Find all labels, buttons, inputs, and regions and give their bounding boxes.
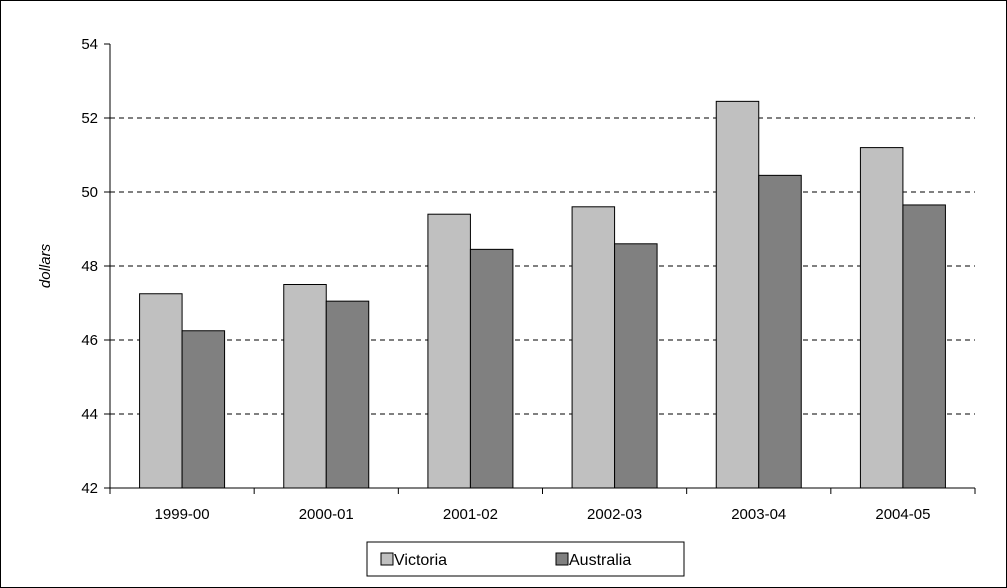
legend-label-victoria: Victoria — [394, 552, 447, 569]
bar-victoria-2000-01 — [283, 284, 327, 489]
y-tick-label: 48 — [81, 258, 98, 275]
y-tick-label: 44 — [81, 406, 98, 423]
bar-victoria-2003-04 — [715, 100, 760, 489]
legend-box — [366, 541, 685, 577]
legend-label-australia: Australia — [569, 552, 631, 569]
bar-victoria-1999-00 — [139, 293, 183, 489]
x-tick-label: 2000-01 — [299, 506, 354, 523]
bar-australia-2004-05 — [902, 204, 946, 489]
x-tick-label: 2004-05 — [875, 506, 930, 523]
bar-australia-2002-03 — [614, 243, 658, 489]
x-tick-labels: 1999-00 2000-01 2001-02 2002-03 2003-04 2004-… — [155, 506, 931, 523]
y-tick-label: 46 — [81, 332, 98, 349]
bar-australia-1999-00 — [181, 330, 226, 489]
bar-victoria-2002-03 — [571, 206, 616, 489]
grid-lines — [110, 117, 975, 415]
bar-victoria-2004-05 — [859, 147, 904, 489]
y-tick-label: 50 — [81, 184, 98, 201]
bar-victoria-2001-02 — [427, 213, 471, 489]
bar-australia-2000-01 — [325, 300, 370, 489]
axes — [104, 43, 976, 494]
y-tick-labels: 42 44 46 48 50 52 54 — [81, 36, 98, 497]
bar-australia-2001-02 — [469, 248, 514, 489]
legend: Victoria Australia — [366, 541, 685, 577]
y-tick-label: 52 — [81, 110, 98, 127]
legend-swatch-victoria — [380, 552, 394, 566]
bar-australia-2003-04 — [758, 174, 802, 489]
x-tick-label: 2001-02 — [443, 506, 498, 523]
x-tick-label: 1999-00 — [155, 506, 210, 523]
y-tick-label: 42 — [81, 480, 98, 497]
y-tick-label: 54 — [81, 36, 98, 53]
bars — [139, 100, 946, 489]
y-axis-label: dollars — [37, 243, 54, 288]
x-tick-label: 2003-04 — [731, 506, 786, 523]
x-tick-label: 2002-03 — [587, 506, 642, 523]
legend-swatch-australia — [555, 552, 569, 566]
